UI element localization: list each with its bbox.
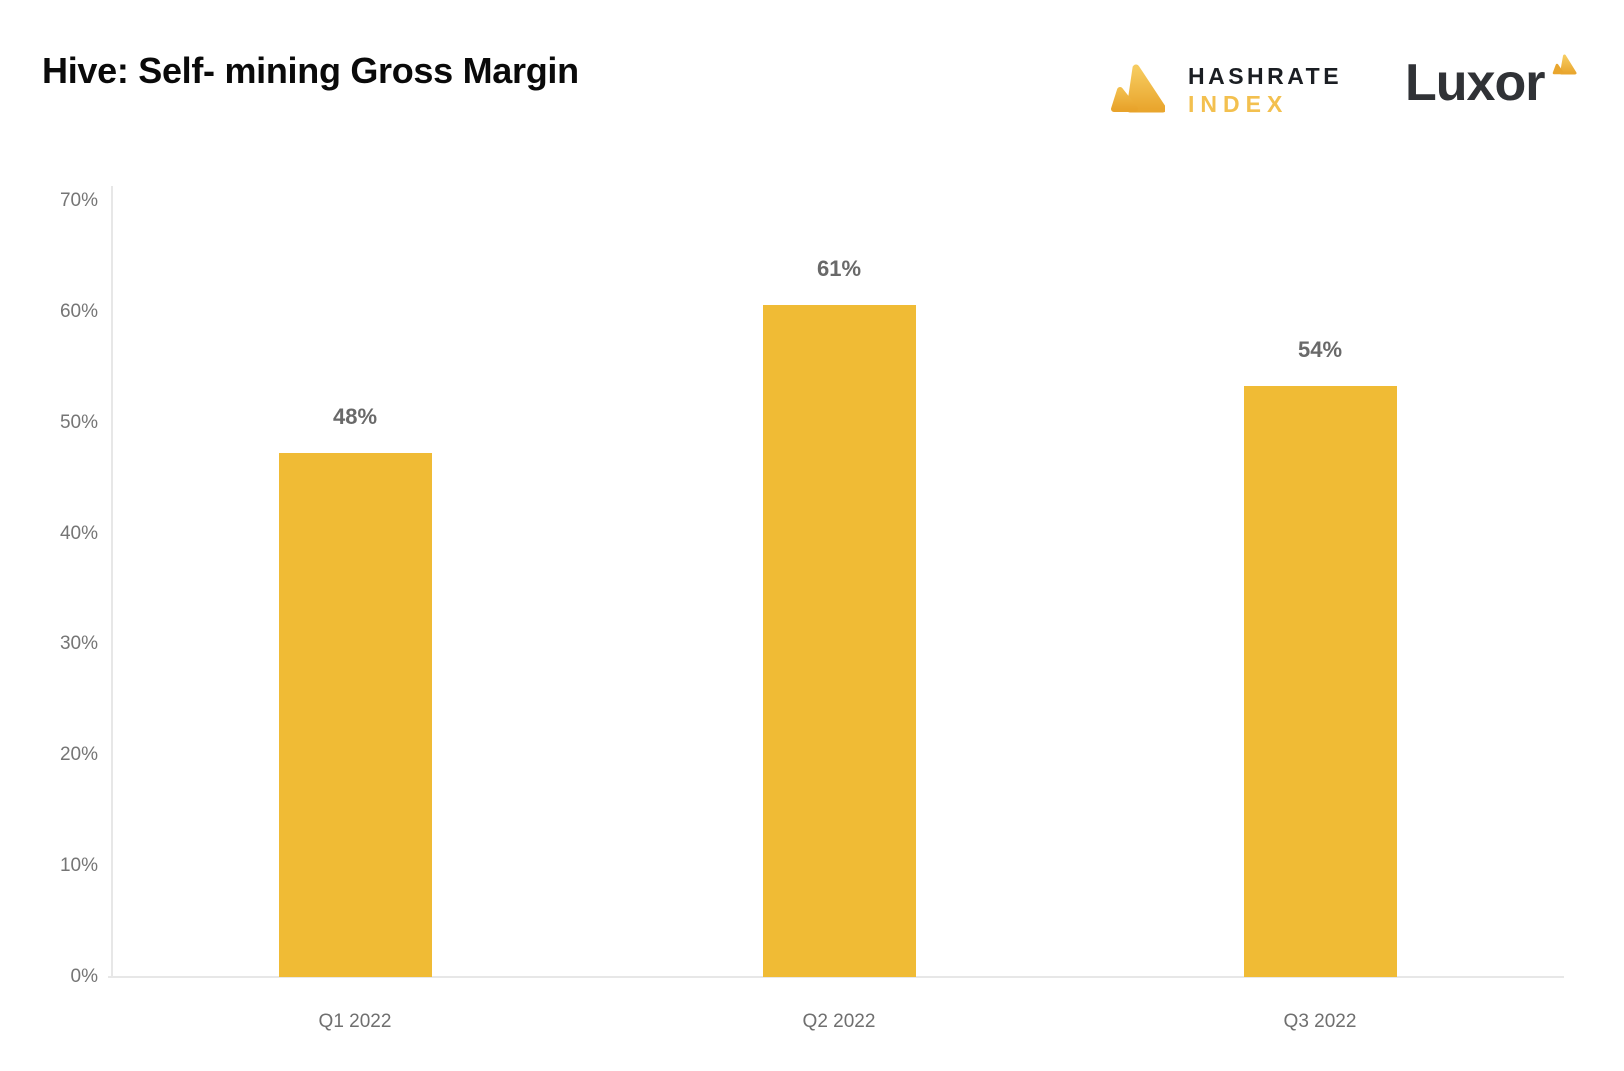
bar-q2-2022: [762, 305, 916, 977]
hashrate-wordmark-line1: HASHRATE: [1188, 63, 1343, 89]
x-axis-line: [108, 976, 1564, 978]
y-axis-tick-label: 60%: [59, 300, 98, 322]
hashrate-index-logo: HASHRATE INDEX: [1111, 62, 1351, 118]
hashrate-index-wordmark: HASHRATE INDEX: [1188, 62, 1342, 118]
bar-q3-2022: [1243, 386, 1397, 977]
index-wordmark-line2: INDEX: [1188, 91, 1289, 117]
page-title: Hive: Self- mining Gross Margin: [42, 50, 579, 91]
y-axis-tick-label: 0%: [70, 966, 98, 987]
y-axis-tick-label: 40%: [59, 522, 98, 544]
y-axis-tick-label: 30%: [59, 633, 98, 655]
x-axis-category-label: Q3 2022: [1283, 1011, 1357, 1032]
y-axis-tick-label: 50%: [59, 411, 98, 433]
y-axis-tick-label: 70%: [59, 189, 98, 211]
luxor-logo: Luxor: [1405, 54, 1585, 118]
bar-value-label: 48%: [332, 404, 378, 429]
bar-value-label: 61%: [816, 256, 862, 281]
y-axis-line: [111, 186, 113, 978]
luxor-triangles-icon: [1552, 54, 1577, 75]
bar-q1-2022: [278, 453, 432, 977]
hashrate-index-triangles-icon: [1111, 64, 1165, 113]
luxor-wordmark: Luxor: [1405, 54, 1545, 112]
x-axis-category-label: Q2 2022: [802, 1011, 876, 1032]
x-axis-category-label: Q1 2022: [318, 1011, 392, 1032]
bar-value-label: 54%: [1297, 337, 1343, 362]
y-axis-tick-label: 20%: [59, 744, 98, 766]
y-axis-tick-label: 10%: [59, 855, 98, 877]
